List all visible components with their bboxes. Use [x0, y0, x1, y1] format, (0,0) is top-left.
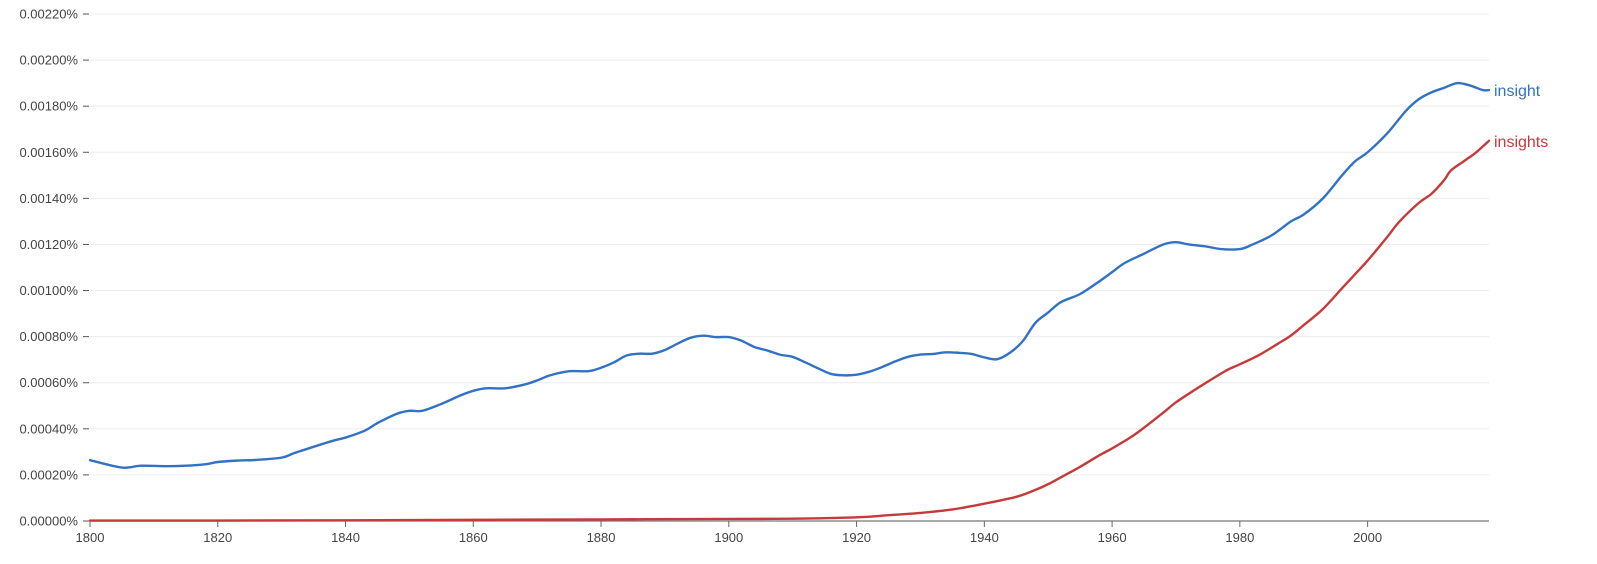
y-tick-label: 0.00160%	[19, 145, 78, 160]
y-tick-label: 0.00100%	[19, 283, 78, 298]
series-line-insights[interactable]	[88, 139, 1491, 522]
x-tick-label: 1900	[714, 530, 743, 545]
x-tick-label: 1960	[1098, 530, 1127, 545]
y-tick-label: 0.00220%	[19, 7, 78, 22]
y-tick-label: 0.00000%	[19, 514, 78, 529]
y-tick-label: 0.00180%	[19, 99, 78, 114]
x-tick-label: 2000	[1353, 530, 1382, 545]
y-axis: 0.00000% 0.00020% 0.00040% 0.00060% 0.00080%…	[19, 7, 89, 529]
series-line-insight[interactable]	[88, 81, 1491, 469]
x-tick-label: 1920	[842, 530, 871, 545]
y-tick-label: 0.00060%	[19, 375, 78, 390]
x-tick-label: 1820	[203, 530, 232, 545]
y-tick-label: 0.00080%	[19, 329, 78, 344]
x-axis: 1800 1820 1840 1860 1880 1900 1920 1940 1960 1980…	[76, 520, 1489, 545]
grid	[90, 13, 1489, 476]
x-tick-label: 1840	[331, 530, 360, 545]
series-label-insights[interactable]: insights	[1494, 134, 1548, 151]
series-label-insight[interactable]: insight	[1494, 83, 1541, 100]
y-tick-label: 0.00140%	[19, 191, 78, 206]
y-tick-label: 0.00020%	[19, 467, 78, 482]
x-tick-label: 1940	[970, 530, 999, 545]
y-tick-label: 0.00040%	[19, 421, 78, 436]
x-tick-label: 1860	[459, 530, 488, 545]
x-tick-label: 1980	[1225, 530, 1254, 545]
y-tick-label: 0.00120%	[19, 237, 78, 252]
series-group	[88, 81, 1491, 522]
x-tick-label: 1800	[76, 530, 105, 545]
series-labels: insight insights	[1494, 83, 1548, 151]
y-tick-label: 0.00200%	[19, 53, 78, 68]
x-tick-label: 1880	[587, 530, 616, 545]
